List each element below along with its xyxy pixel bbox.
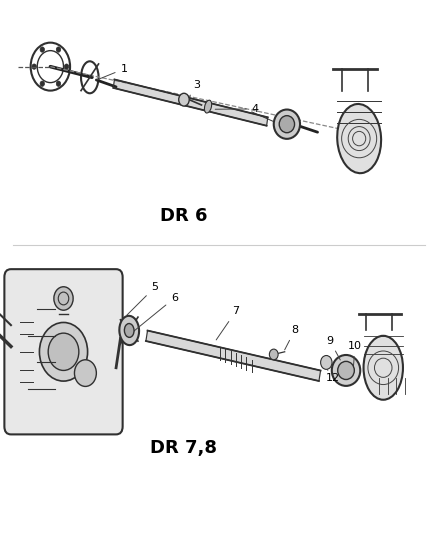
Circle shape — [56, 47, 60, 52]
Text: DR 7,8: DR 7,8 — [151, 439, 217, 457]
Circle shape — [321, 356, 332, 369]
Text: 9: 9 — [326, 336, 340, 360]
Ellipse shape — [338, 361, 354, 379]
Text: 8: 8 — [285, 325, 298, 350]
Circle shape — [54, 287, 73, 310]
Ellipse shape — [364, 336, 403, 400]
FancyBboxPatch shape — [4, 269, 123, 434]
Ellipse shape — [332, 355, 360, 386]
Text: 3: 3 — [190, 80, 200, 96]
Text: 12: 12 — [326, 369, 340, 383]
Circle shape — [269, 349, 278, 360]
Ellipse shape — [119, 316, 139, 345]
Circle shape — [64, 64, 69, 69]
Text: 1: 1 — [97, 64, 127, 80]
Text: 5: 5 — [127, 282, 158, 315]
Circle shape — [48, 333, 79, 370]
Circle shape — [74, 360, 96, 386]
Text: 6: 6 — [134, 293, 178, 332]
Text: DR 6: DR 6 — [160, 207, 208, 225]
Ellipse shape — [205, 100, 212, 113]
Polygon shape — [113, 79, 268, 126]
Ellipse shape — [279, 116, 294, 133]
Circle shape — [179, 93, 189, 106]
Ellipse shape — [274, 109, 300, 139]
Circle shape — [56, 81, 60, 86]
Polygon shape — [146, 330, 321, 381]
Ellipse shape — [337, 104, 381, 173]
Circle shape — [39, 322, 88, 381]
Circle shape — [40, 81, 44, 86]
Ellipse shape — [124, 324, 134, 337]
Circle shape — [40, 47, 45, 52]
Text: 10: 10 — [348, 341, 362, 373]
Text: 4: 4 — [215, 104, 259, 114]
Circle shape — [32, 64, 36, 69]
Text: 7: 7 — [216, 306, 239, 340]
